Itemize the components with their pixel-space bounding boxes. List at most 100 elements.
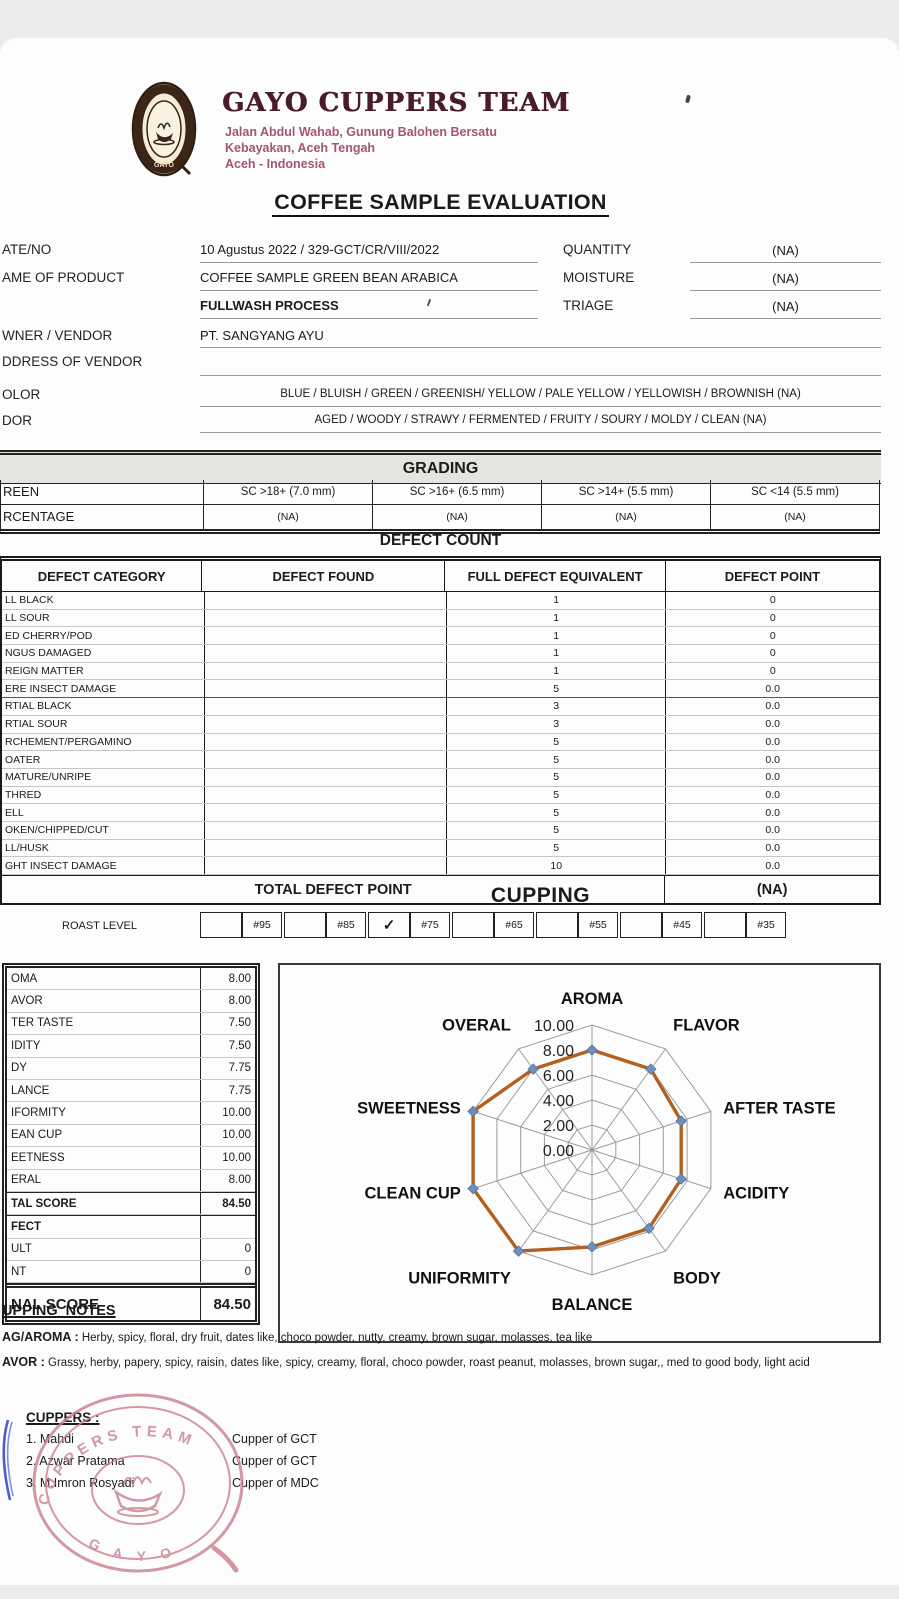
defect-point-value: 0.0 — [665, 839, 879, 857]
defect-equivalent-value: 5 — [445, 733, 666, 751]
defect-point-value: 0.0 — [665, 821, 879, 839]
gayo-stamp: CUPPERS TEAM G A Y O — [32, 1393, 244, 1573]
taint-label: NT — [11, 1265, 27, 1278]
radar-spoke — [472, 1149, 593, 1190]
defect-found-cell — [203, 839, 446, 857]
score-value: 7.50 — [200, 1012, 255, 1035]
grading-percentage-values: (NA) (NA) (NA) (NA) — [203, 504, 879, 529]
score-value: 10.00 — [200, 1147, 255, 1169]
radar-marker — [675, 1173, 687, 1185]
radar-marker — [675, 1115, 687, 1127]
defect-equivalent-value: 10 — [445, 857, 666, 874]
grading-screen-size: SC >14+ (5.5 mm) — [541, 479, 710, 504]
radar-ring-label: 10.00 — [534, 1018, 574, 1035]
grading-screen-row: REEN SC >18+ (7.0 mm) SC >16+ (6.5 mm) SC … — [1, 479, 879, 505]
score-label: IDITY — [11, 1039, 41, 1052]
defect-found-cell — [203, 609, 446, 627]
defect-category: RTIAL BLACK — [5, 700, 72, 713]
defect-row: OATER 5 0.0 — [2, 751, 879, 769]
defect-value — [200, 1216, 255, 1238]
field-label-odor: DOR — [2, 413, 32, 428]
defect-found-cell — [203, 768, 446, 786]
score-label: LANCE — [11, 1084, 50, 1097]
field-value-odor: AGED / WOODY / STRAWY / FERMENTED / FRUI… — [314, 414, 767, 426]
radar-spoke — [518, 1048, 593, 1151]
roast-checkbox — [452, 912, 494, 938]
pen-mark-blue — [2, 1419, 14, 1501]
roast-label-cell: #35 — [746, 912, 786, 938]
radar-spoke — [591, 1110, 712, 1151]
radar-axis-label: AFTER TASTE — [723, 1099, 835, 1117]
cupper-name: 1. Mahdi — [26, 1432, 74, 1446]
radar-axis-label: FLAVOR — [673, 1016, 740, 1034]
defect-row: THRED 5 0.0 — [2, 786, 879, 805]
defect-row: LL BLACK 1 0 — [2, 592, 879, 610]
field-label-color: OLOR — [2, 387, 41, 402]
org-name: GAYO CUPPERS TEAM — [222, 88, 571, 118]
address-line-1: Jalan Abdul Wahab, Gunung Balohen Bersat… — [225, 125, 498, 139]
score-value: 7.75 — [200, 1079, 255, 1102]
defect-row: LL/HUSK 5 0.0 — [2, 839, 879, 858]
field-underline — [200, 347, 881, 348]
defect-category: NGUS DAMAGED — [5, 647, 92, 660]
defect-header-equivalent: FULL DEFECT EQUIVALENT — [444, 561, 664, 591]
radar-marker — [645, 1063, 657, 1075]
radar-axis-label: BALANCE — [552, 1296, 633, 1314]
defect-category: REIGN MATTER — [5, 665, 84, 678]
final-score-value: 84.50 — [200, 1288, 255, 1321]
grading-percentage-label: RCENTAGE — [3, 509, 75, 524]
defect-label: FECT — [11, 1220, 42, 1233]
roast-checkbox — [704, 912, 746, 938]
field-value-date-no: 10 Agustus 2022 / 329-GCT/CR/VIII/2022 — [200, 242, 440, 257]
defect-found-cell — [203, 786, 446, 804]
address-line-2: Kebayakan, Aceh Tengah — [225, 141, 376, 155]
defect-header-found: DEFECT FOUND — [201, 561, 444, 591]
defect-point-value: 0.0 — [665, 804, 879, 821]
defect-row: RTIAL BLACK 3 0.0 — [2, 698, 879, 716]
defect-row: OKEN/CHIPPED/CUT 5 0.0 — [2, 821, 879, 840]
defect-found-cell — [203, 857, 446, 874]
radar-ring-label: 2.00 — [543, 1118, 574, 1135]
radar-spoke — [472, 1110, 593, 1151]
defect-found-cell — [203, 662, 446, 680]
cupping-notes-title: UPPING NOTES — [2, 1303, 116, 1319]
org-address: Jalan Abdul Wahab, Gunung Balohen Bersat… — [225, 124, 497, 172]
frag-aroma-label: AG/AROMA : — [2, 1330, 79, 1344]
grading-section-header: GRADING — [0, 450, 881, 484]
radar-ring-label: 4.00 — [543, 1093, 574, 1110]
grading-screen-size: SC >18+ (7.0 mm) — [203, 479, 372, 504]
defect-point-value: 0 — [665, 645, 879, 662]
radar-axis-label: AROMA — [561, 990, 623, 1008]
defect-category: GHT INSECT DAMAGE — [5, 859, 117, 872]
grading-table: REEN SC >18+ (7.0 mm) SC >16+ (6.5 mm) SC … — [0, 479, 880, 534]
roast-level-label: ROAST LEVEL — [62, 920, 137, 932]
roast-label-cell: #45 — [662, 912, 702, 938]
defect-found-cell — [203, 733, 446, 751]
radar-chart-box: 10.00 8.00 6.00 4.00 2.00 0.00 AROMA FLAVOR AFTE… — [278, 963, 881, 1343]
radar-axis-label: BODY — [673, 1270, 721, 1288]
score-row: DY 7.75 — [7, 1057, 255, 1080]
radar-ring-label: 6.00 — [543, 1068, 574, 1085]
svg-text:G A Y O: G A Y O — [86, 1535, 179, 1564]
svg-text:GAYO: GAYO — [154, 162, 175, 169]
field-underline — [690, 290, 881, 291]
defect-row: ED CHERRY/POD 1 0 — [2, 627, 879, 646]
defect-equivalent-value: 5 — [445, 768, 666, 786]
fault-value: 0 — [200, 1238, 255, 1261]
total-score-label: TAL SCORE — [11, 1197, 77, 1210]
radar-marker — [467, 1105, 479, 1118]
score-row: EETNESS 10.00 — [7, 1147, 255, 1170]
roast-label-cell: #95 — [242, 912, 282, 938]
defect-header-point: DEFECT POINT — [664, 561, 879, 591]
radar-spoke — [591, 1149, 712, 1190]
cupper-role: Cupper of GCT — [232, 1432, 317, 1446]
radar-spoke — [518, 1149, 593, 1252]
final-score-row: NAL SCORE 84.50 — [7, 1283, 255, 1321]
radar-axis-label: SWEETNESS — [357, 1099, 461, 1117]
field-label-product: AME OF PRODUCT — [2, 270, 125, 285]
defect-table: DEFECT CATEGORY DEFECT FOUND FULL DEFECT… — [0, 556, 881, 905]
defect-found-cell — [203, 680, 446, 698]
defect-point-value: 0.0 — [665, 786, 879, 804]
score-label: IFORMITY — [11, 1107, 66, 1120]
grading-percentage-row: RCENTAGE (NA) (NA) (NA) (NA) — [1, 504, 879, 529]
